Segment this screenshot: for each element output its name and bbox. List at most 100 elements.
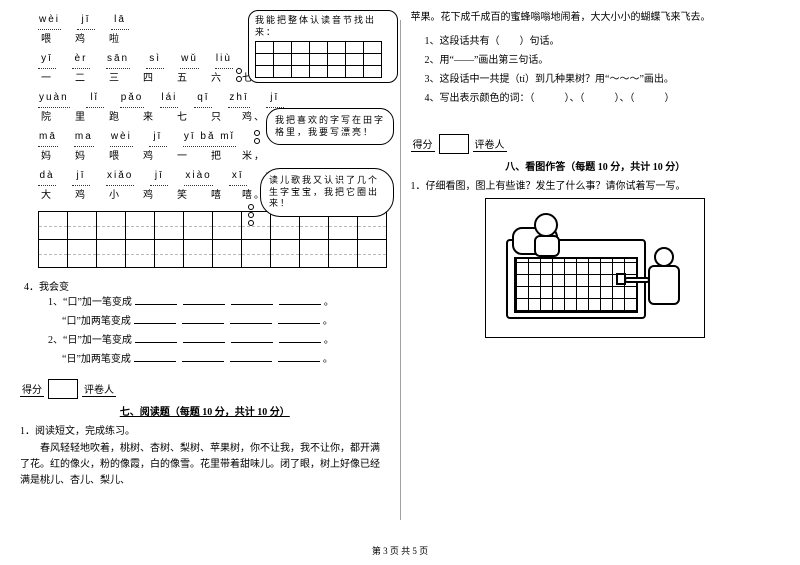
pinyin: jī xyxy=(72,166,90,186)
child-arm-icon xyxy=(624,277,650,283)
q-line: 3、这段话中一共提（tí）到几种果树？用“～～～”画出。 xyxy=(425,70,781,89)
pinyin: wǔ xyxy=(180,49,199,69)
q-line: 1、这段话共有（ ）句话。 xyxy=(425,32,781,51)
right-column: 苹果。花下成千成百的蜜蜂嗡嗡地闹着，大大小小的蝴蝶飞来飞去。 1、这段话共有（ … xyxy=(401,10,781,540)
bubble-text: 我能把整体认读音节找出来： xyxy=(255,15,391,38)
blank xyxy=(183,333,225,343)
pinyin: jī xyxy=(150,166,168,186)
hanzi: 六 xyxy=(208,69,226,88)
pinyin: xiào xyxy=(184,166,212,186)
pinyin: dà xyxy=(38,166,56,186)
hanzi-row: 妈 妈 喂 鸡 一 把 米， xyxy=(38,147,390,166)
score-box xyxy=(439,134,469,154)
score-label: 得分 xyxy=(411,136,435,152)
blank xyxy=(230,352,272,362)
pinyin: èr xyxy=(72,49,90,69)
mini-grid xyxy=(255,41,382,78)
hanzi: 只 xyxy=(208,108,226,127)
q4-line: 1、“口”加一笔变成。 xyxy=(48,293,390,312)
hanzi: 喂 xyxy=(38,30,56,49)
blank xyxy=(182,352,224,362)
q-line: 2、用“——”画出第三句话。 xyxy=(425,51,781,70)
q4-text: “口”加两笔变成 xyxy=(62,316,131,327)
pinyin: jī xyxy=(266,88,284,108)
section8-heading: 八、看图作答（每题 10 分，共计 10 分） xyxy=(411,158,781,173)
bubble-tail-icon xyxy=(254,128,260,146)
cup-icon xyxy=(616,273,626,285)
page: wèi jī lā 喂 鸡 啦 yī èr sān sì wǔ liù qī 一 xyxy=(0,0,800,540)
hanzi: 四 xyxy=(140,69,158,88)
q4-text: 1、“口”加一笔变成 xyxy=(48,297,132,308)
right-questions: 1、这段话共有（ ）句话。 2、用“——”画出第三句话。 3、这段话中一共提（t… xyxy=(425,32,781,108)
hanzi: 把 xyxy=(208,147,226,166)
blank xyxy=(279,295,321,305)
speech-bubble-2: 我把喜欢的字写在田字格里，我要写漂亮！ xyxy=(266,108,394,145)
blank xyxy=(183,295,225,305)
marker-label: 评卷人 xyxy=(473,136,507,152)
pinyin: wèi xyxy=(38,10,61,30)
marker-label: 评卷人 xyxy=(82,381,116,397)
speech-bubble-1: 我能把整体认读音节找出来： xyxy=(248,10,398,83)
blank xyxy=(135,295,177,305)
pinyin-row: yuàn lǐ pǎo lái qī zhī jī xyxy=(38,88,390,108)
pinyin: jī xyxy=(149,127,167,147)
q4-line: “口”加两笔变成。 xyxy=(48,312,390,331)
pinyin: liù xyxy=(215,49,233,69)
pinyin: ma xyxy=(74,127,94,147)
q-line: 4、写出表示颜色的词：（ ）、（ ）、（ ） xyxy=(425,89,781,108)
blank xyxy=(134,352,176,362)
bubble-text: 我把喜欢的字写在田字格里，我要写漂亮！ xyxy=(275,115,385,138)
passage-b: 苹果。花下成千成百的蜜蜂嗡嗡地闹着，大大小小的蝴蝶飞来飞去。 xyxy=(411,10,781,26)
hanzi: 里 xyxy=(72,108,90,127)
hanzi: 笑 xyxy=(174,186,192,205)
hanzi: 妈 xyxy=(38,147,56,166)
blank xyxy=(278,352,320,362)
q4-text: 2、“日”加一笔变成 xyxy=(48,335,132,346)
hanzi: 喂 xyxy=(106,147,124,166)
pinyin: qī xyxy=(194,88,212,108)
blank xyxy=(134,314,176,324)
q4-text: “日”加两笔变成 xyxy=(62,354,131,365)
pinyin: sān xyxy=(106,49,130,69)
score-label: 得分 xyxy=(20,381,44,397)
pinyin: sì xyxy=(146,49,164,69)
hanzi: 一 xyxy=(174,147,192,166)
pinyin: yī xyxy=(38,49,56,69)
child-body-icon xyxy=(648,265,680,305)
hanzi: 鸡 xyxy=(72,30,90,49)
q4-title: 4．我会变 xyxy=(24,278,390,293)
pinyin: lái xyxy=(160,88,178,108)
hanzi: 鸡、 xyxy=(242,108,266,127)
hanzi: 嘻 xyxy=(208,186,226,205)
bubble-text: 读儿歌我又认识了几个生字宝宝，我把它圈出来！ xyxy=(269,175,385,210)
hanzi: 七 xyxy=(174,108,192,127)
tianzige-grid xyxy=(38,211,387,268)
read-intro: 1．阅读短文，完成练习。 xyxy=(20,422,390,437)
hanzi: 来 xyxy=(140,108,158,127)
hanzi: 五 xyxy=(174,69,192,88)
hanzi: 米， xyxy=(242,147,266,166)
blank xyxy=(135,333,177,343)
speech-bubble-3: 读儿歌我又认识了几个生字宝宝，我把它圈出来！ xyxy=(260,168,394,217)
hanzi: 鸡 xyxy=(140,186,158,205)
hanzi: 大 xyxy=(38,186,56,205)
hanzi: 鸡 xyxy=(72,186,90,205)
hanzi: 鸡 xyxy=(140,147,158,166)
poem-block: wèi jī lā 喂 鸡 啦 yī èr sān sì wǔ liù qī 一 xyxy=(38,10,390,205)
bubble-tail-icon xyxy=(236,66,242,84)
blank xyxy=(230,314,272,324)
person-body-icon xyxy=(534,235,560,257)
blank xyxy=(278,314,320,324)
hanzi: 二 xyxy=(72,69,90,88)
hanzi: 一 xyxy=(38,69,56,88)
q8-intro: 1．仔细看图，图上有些谁？发生了什么事？请你试着写一写。 xyxy=(411,177,781,192)
passage-a: 春风轻轻地吹着，桃树、杏树、梨树、苹果树，你不让我，我不让你，都开满了花。红的像… xyxy=(20,441,390,489)
q4-body: 1、“口”加一笔变成。 “口”加两笔变成。 2、“日”加一笔变成。 “日”加两笔… xyxy=(48,293,390,369)
score-row: 得分 评卷人 xyxy=(411,134,781,154)
score-row: 得分 评卷人 xyxy=(20,379,390,399)
q4-line: “日”加两笔变成。 xyxy=(48,350,390,369)
left-column: wèi jī lā 喂 鸡 啦 yī èr sān sì wǔ liù qī 一 xyxy=(20,10,400,540)
illustration xyxy=(485,198,705,338)
pinyin: yuàn xyxy=(38,88,70,108)
section7-heading: 七、阅读题（每题 10 分，共计 10 分） xyxy=(20,403,390,418)
